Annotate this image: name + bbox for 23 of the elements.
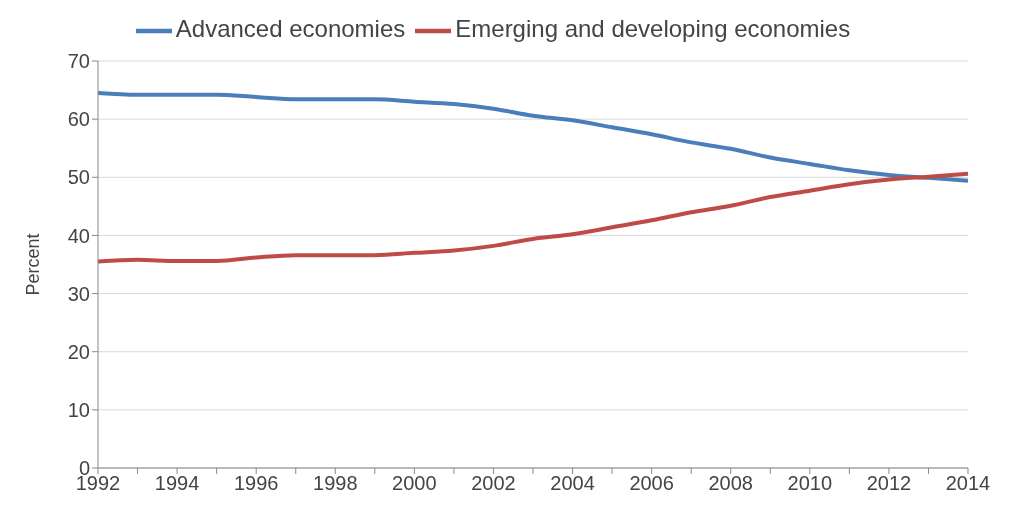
- x-tick-label: 2010: [787, 472, 833, 495]
- x-tick-label: 2000: [392, 472, 437, 495]
- x-tick-label: 2004: [550, 472, 595, 495]
- y-tick-label: 70: [67, 50, 90, 73]
- y-tick-label: 50: [67, 166, 90, 189]
- y-tick-label: 20: [67, 340, 90, 363]
- y-axis-title: Percent: [23, 233, 44, 296]
- x-tick-label: 2006: [629, 472, 674, 495]
- y-tick-label: 60: [67, 108, 90, 131]
- x-tick-label: 1996: [233, 472, 279, 495]
- x-tick-label: 2008: [708, 472, 753, 495]
- legend-label: Emerging and developing economies: [455, 15, 851, 43]
- y-tick-label: 40: [67, 224, 90, 247]
- x-tick-label: 2014: [945, 472, 991, 495]
- x-tick-label: 2002: [471, 472, 516, 495]
- x-tick-label: 2012: [866, 472, 912, 495]
- legend-label: Advanced economies: [175, 15, 406, 43]
- y-tick-label: 30: [67, 282, 90, 305]
- y-tick-label: 10: [67, 398, 90, 421]
- line-series: [96, 90, 970, 183]
- x-tick-label: 1998: [313, 472, 358, 495]
- x-tick-label: 1994: [154, 472, 200, 495]
- line-series: [96, 171, 970, 264]
